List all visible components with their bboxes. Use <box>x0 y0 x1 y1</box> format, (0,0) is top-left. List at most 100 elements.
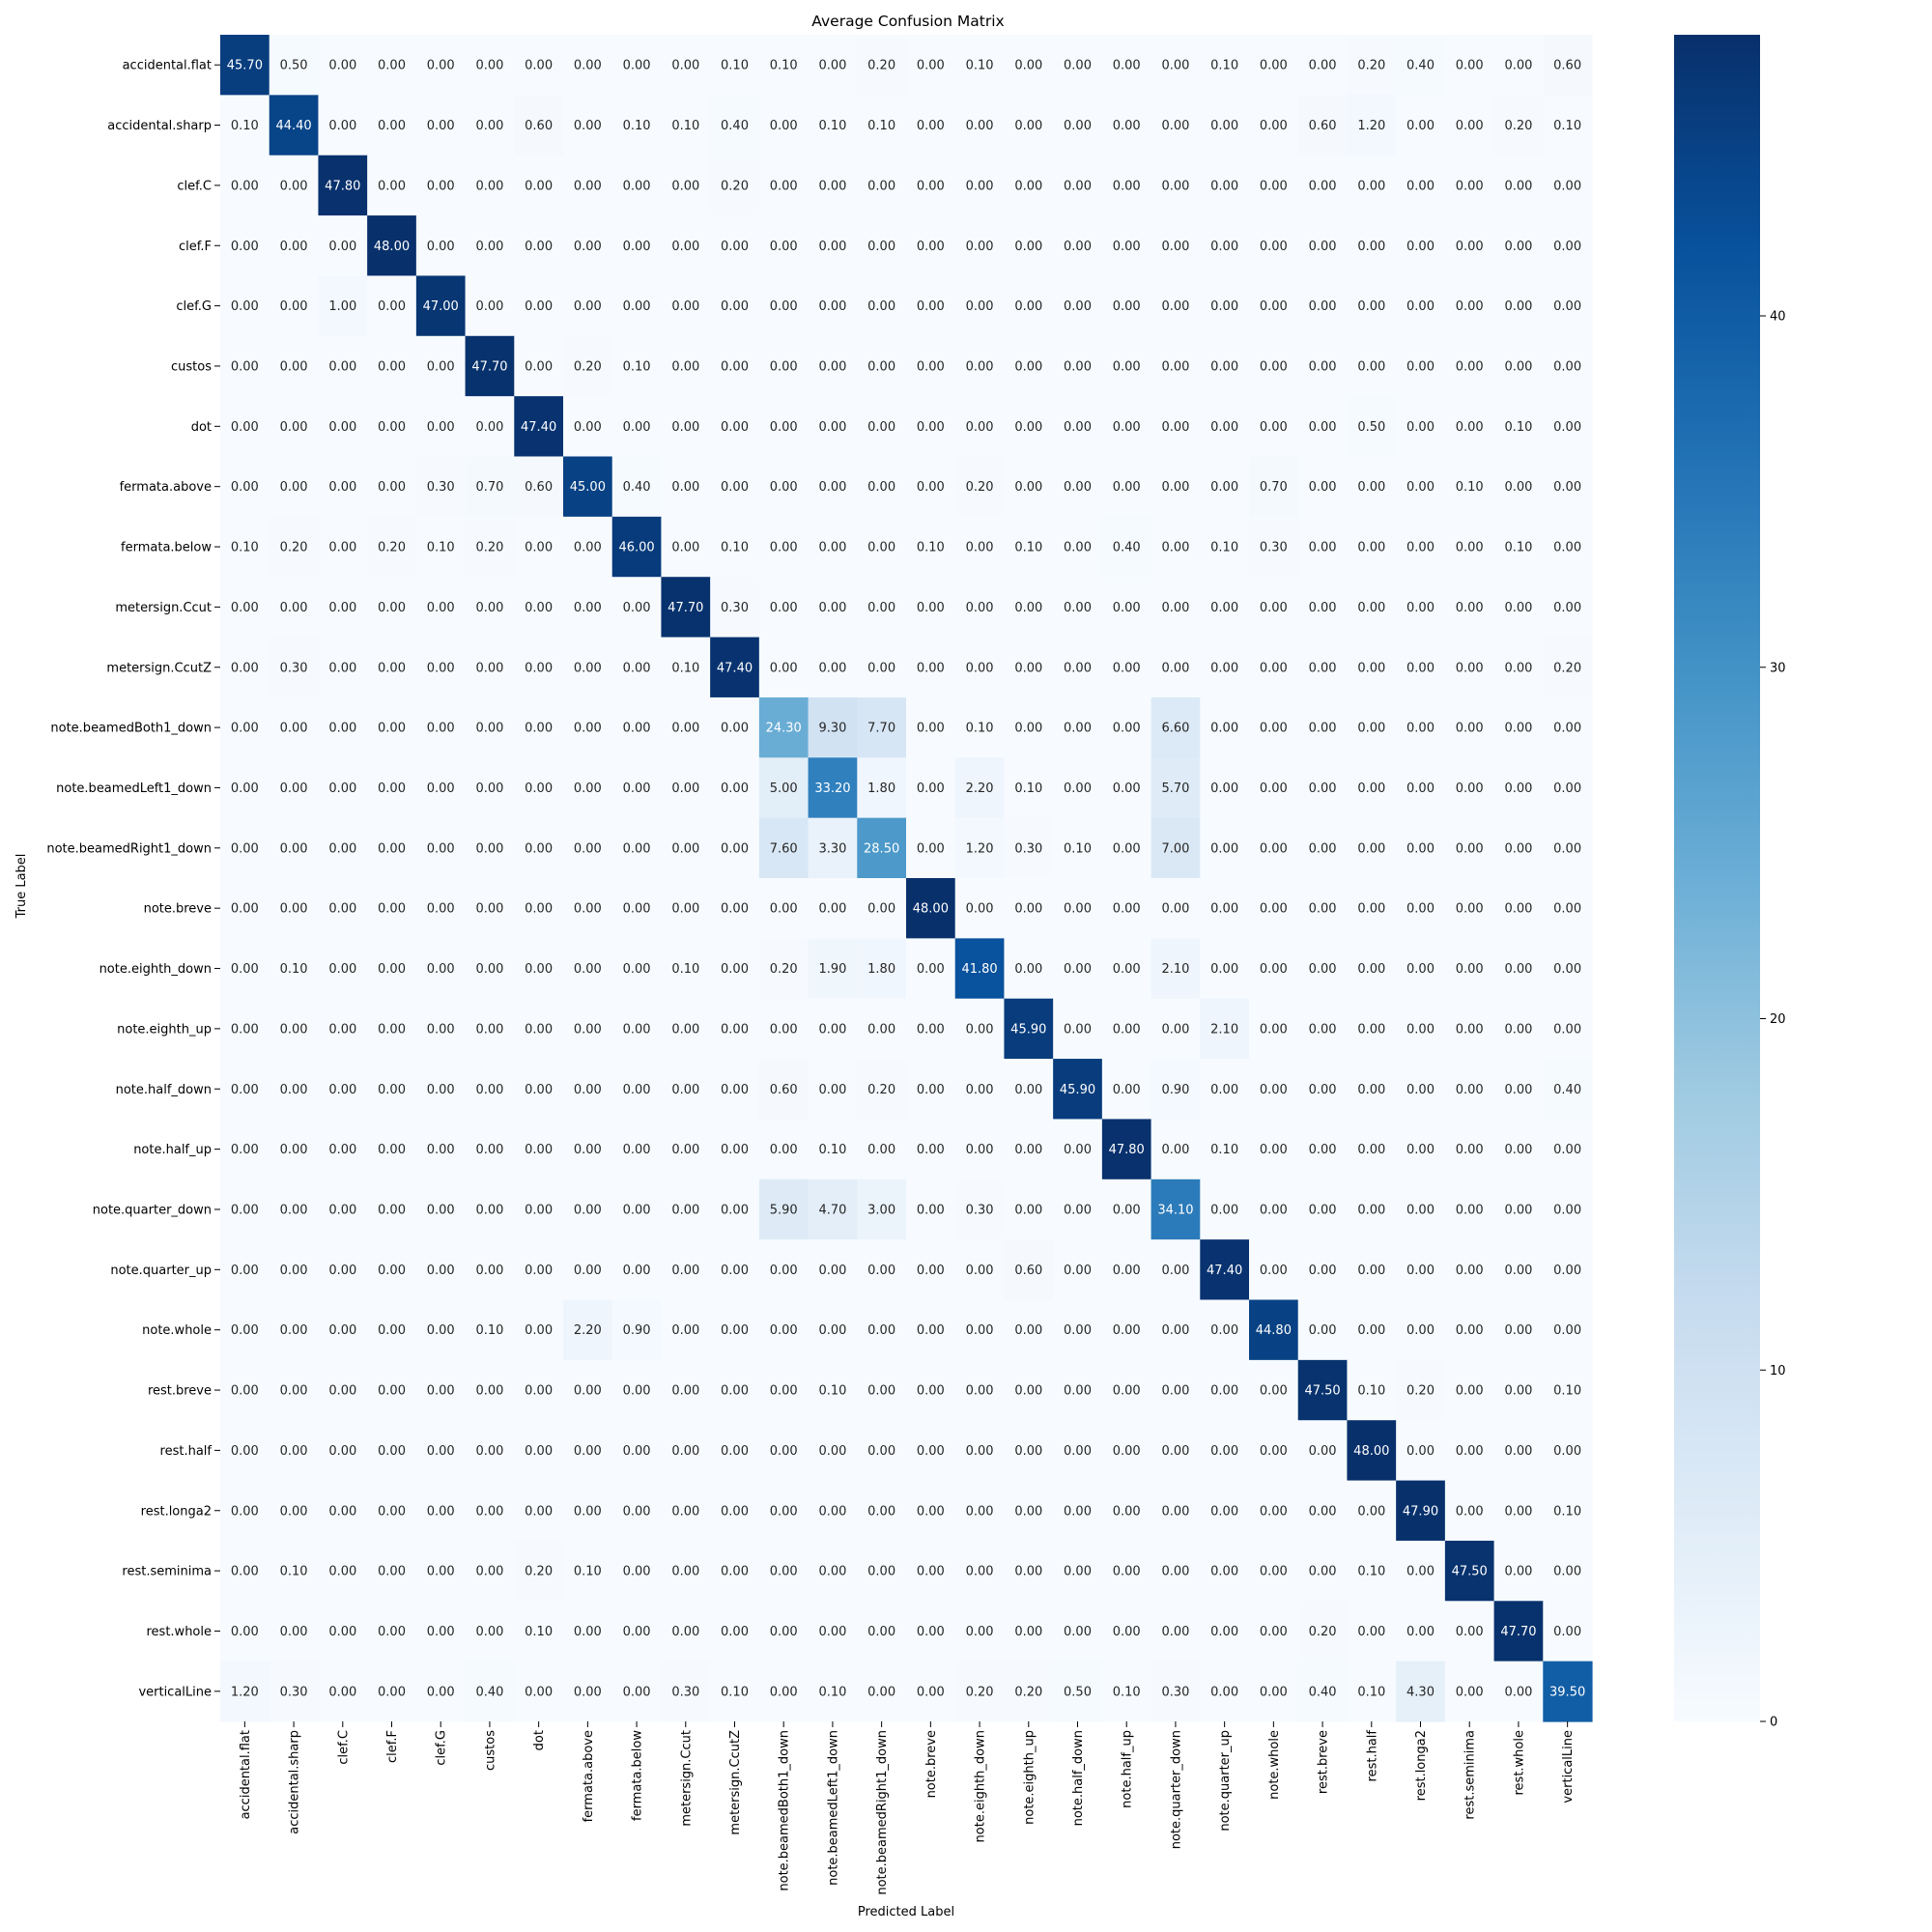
y-tick-label: rest.half <box>160 1444 213 1459</box>
heatmap-cell <box>611 757 663 819</box>
cell-value-label: 0.00 <box>280 359 308 374</box>
heatmap-cell <box>1101 516 1152 578</box>
heatmap-cell <box>710 35 760 96</box>
cell-value-label: 0.00 <box>1553 1444 1581 1459</box>
heatmap-cell <box>661 637 711 698</box>
cell-value-label: 0.00 <box>721 1565 749 1579</box>
cell-value-label: 0.00 <box>1161 1565 1189 1579</box>
heatmap-cell <box>514 155 564 216</box>
cell-value-label: 0.00 <box>917 601 945 615</box>
cell-value-label: 0.00 <box>1456 962 1484 977</box>
heatmap-cell <box>857 637 907 698</box>
heatmap-cell <box>1053 215 1103 277</box>
heatmap-cell <box>611 637 663 698</box>
cell-value-label: 0.00 <box>1210 1625 1238 1639</box>
cell-value-label: 0.20 <box>867 1083 895 1097</box>
cell-value-label: 0.00 <box>671 1323 699 1338</box>
heatmap-cell <box>1101 1059 1152 1121</box>
cell-value-label: 0.00 <box>917 1083 945 1097</box>
heatmap-cell <box>954 95 1006 156</box>
cell-value-label: 0.00 <box>1504 480 1532 495</box>
heatmap-cell <box>954 998 1006 1060</box>
cell-value-label: 0.00 <box>1210 1685 1238 1699</box>
cell-value-label: 0.00 <box>1504 1083 1532 1097</box>
y-tick-label: note.half_up <box>133 1143 212 1157</box>
heatmap-cell <box>1053 1299 1103 1361</box>
heatmap-cell <box>857 155 907 216</box>
heatmap-cell <box>563 275 613 337</box>
cell-value-label: 0.00 <box>966 541 994 555</box>
cell-value-label: 0.00 <box>1553 781 1581 796</box>
heatmap-cell <box>906 1179 956 1240</box>
cell-value-label: 0.00 <box>1113 1384 1141 1399</box>
heatmap-cell <box>1396 998 1446 1060</box>
cell-value-label: 0.00 <box>623 962 651 977</box>
heatmap-cell <box>710 335 760 397</box>
heatmap-cell <box>1297 1540 1349 1602</box>
cell-value-label: 0.00 <box>1064 119 1092 133</box>
heatmap-cell <box>269 1540 320 1602</box>
cell-value-label: 0.00 <box>1260 420 1288 435</box>
heatmap-cell <box>1396 1420 1446 1482</box>
cell-value-label: 0.00 <box>1260 299 1288 314</box>
cell-value-label: 47.50 <box>1304 1384 1340 1399</box>
x-tick-label: note.quarter_down <box>1169 1730 1183 1849</box>
heatmap-cell <box>220 396 270 458</box>
cell-value-label: 0.40 <box>1113 541 1141 555</box>
heatmap-cell <box>661 1179 711 1240</box>
heatmap-cell <box>857 878 907 939</box>
cell-value-label: 24.30 <box>766 722 802 736</box>
heatmap-cell <box>220 998 270 1060</box>
cell-value-label: 0.00 <box>328 1625 356 1639</box>
heatmap-cell <box>954 335 1006 397</box>
cell-value-label: 0.00 <box>231 1143 259 1157</box>
heatmap-cell <box>1444 817 1495 879</box>
cell-value-label: 0.00 <box>1113 240 1141 254</box>
heatmap-cell <box>758 335 810 397</box>
heatmap-cell <box>1347 456 1397 518</box>
cell-value-label: 0.40 <box>475 1685 503 1699</box>
heatmap-cell <box>415 757 467 819</box>
heatmap-cell <box>1200 95 1250 156</box>
heatmap-cell <box>1053 275 1103 337</box>
cell-value-label: 0.10 <box>1014 781 1042 796</box>
heatmap-cell <box>1543 637 1593 698</box>
heatmap-cell <box>1053 938 1103 1000</box>
cell-value-label: 0.00 <box>1161 541 1189 555</box>
heatmap-cell <box>367 1480 417 1542</box>
cell-value-label: 0.00 <box>231 1444 259 1459</box>
cell-value-label: 0.00 <box>1406 661 1435 675</box>
heatmap-cell <box>563 637 613 698</box>
heatmap-cell <box>808 95 858 156</box>
cell-value-label: 0.00 <box>671 781 699 796</box>
heatmap-cell <box>1249 1119 1299 1180</box>
x-axis-label: Predicted Label <box>858 1905 954 1919</box>
cell-value-label: 0.20 <box>525 1565 553 1579</box>
heatmap-cell <box>1004 275 1054 337</box>
cell-value-label: 0.00 <box>1456 1203 1484 1217</box>
cell-value-label: 0.00 <box>966 661 994 675</box>
heatmap-cell <box>415 1119 467 1180</box>
cell-value-label: 0.00 <box>1309 902 1337 917</box>
cell-value-label: 0.00 <box>1456 119 1484 133</box>
heatmap-cell <box>415 1059 467 1121</box>
heatmap-cell <box>1347 1059 1397 1121</box>
cell-value-label: 0.00 <box>1406 1323 1435 1338</box>
cell-value-label: 0.00 <box>671 59 699 73</box>
heatmap-cell <box>710 95 760 156</box>
heatmap-cell <box>661 1299 711 1361</box>
cell-value-label: 0.00 <box>378 1565 406 1579</box>
heatmap-cell <box>367 1420 417 1482</box>
cell-value-label: 1.20 <box>966 841 994 856</box>
cell-value-label: 0.00 <box>917 962 945 977</box>
cell-value-label: 0.00 <box>1014 59 1042 73</box>
heatmap-cell <box>1493 1239 1544 1301</box>
heatmap-cell <box>563 577 613 639</box>
heatmap-cell <box>415 1601 467 1662</box>
x-tick-label: rest.seminima <box>1463 1730 1478 1820</box>
heatmap-cell <box>220 637 270 698</box>
cell-value-label: 0.00 <box>966 299 994 314</box>
cell-value-label: 0.00 <box>378 119 406 133</box>
heatmap-cell <box>1101 938 1152 1000</box>
cell-value-label: 0.00 <box>427 59 455 73</box>
